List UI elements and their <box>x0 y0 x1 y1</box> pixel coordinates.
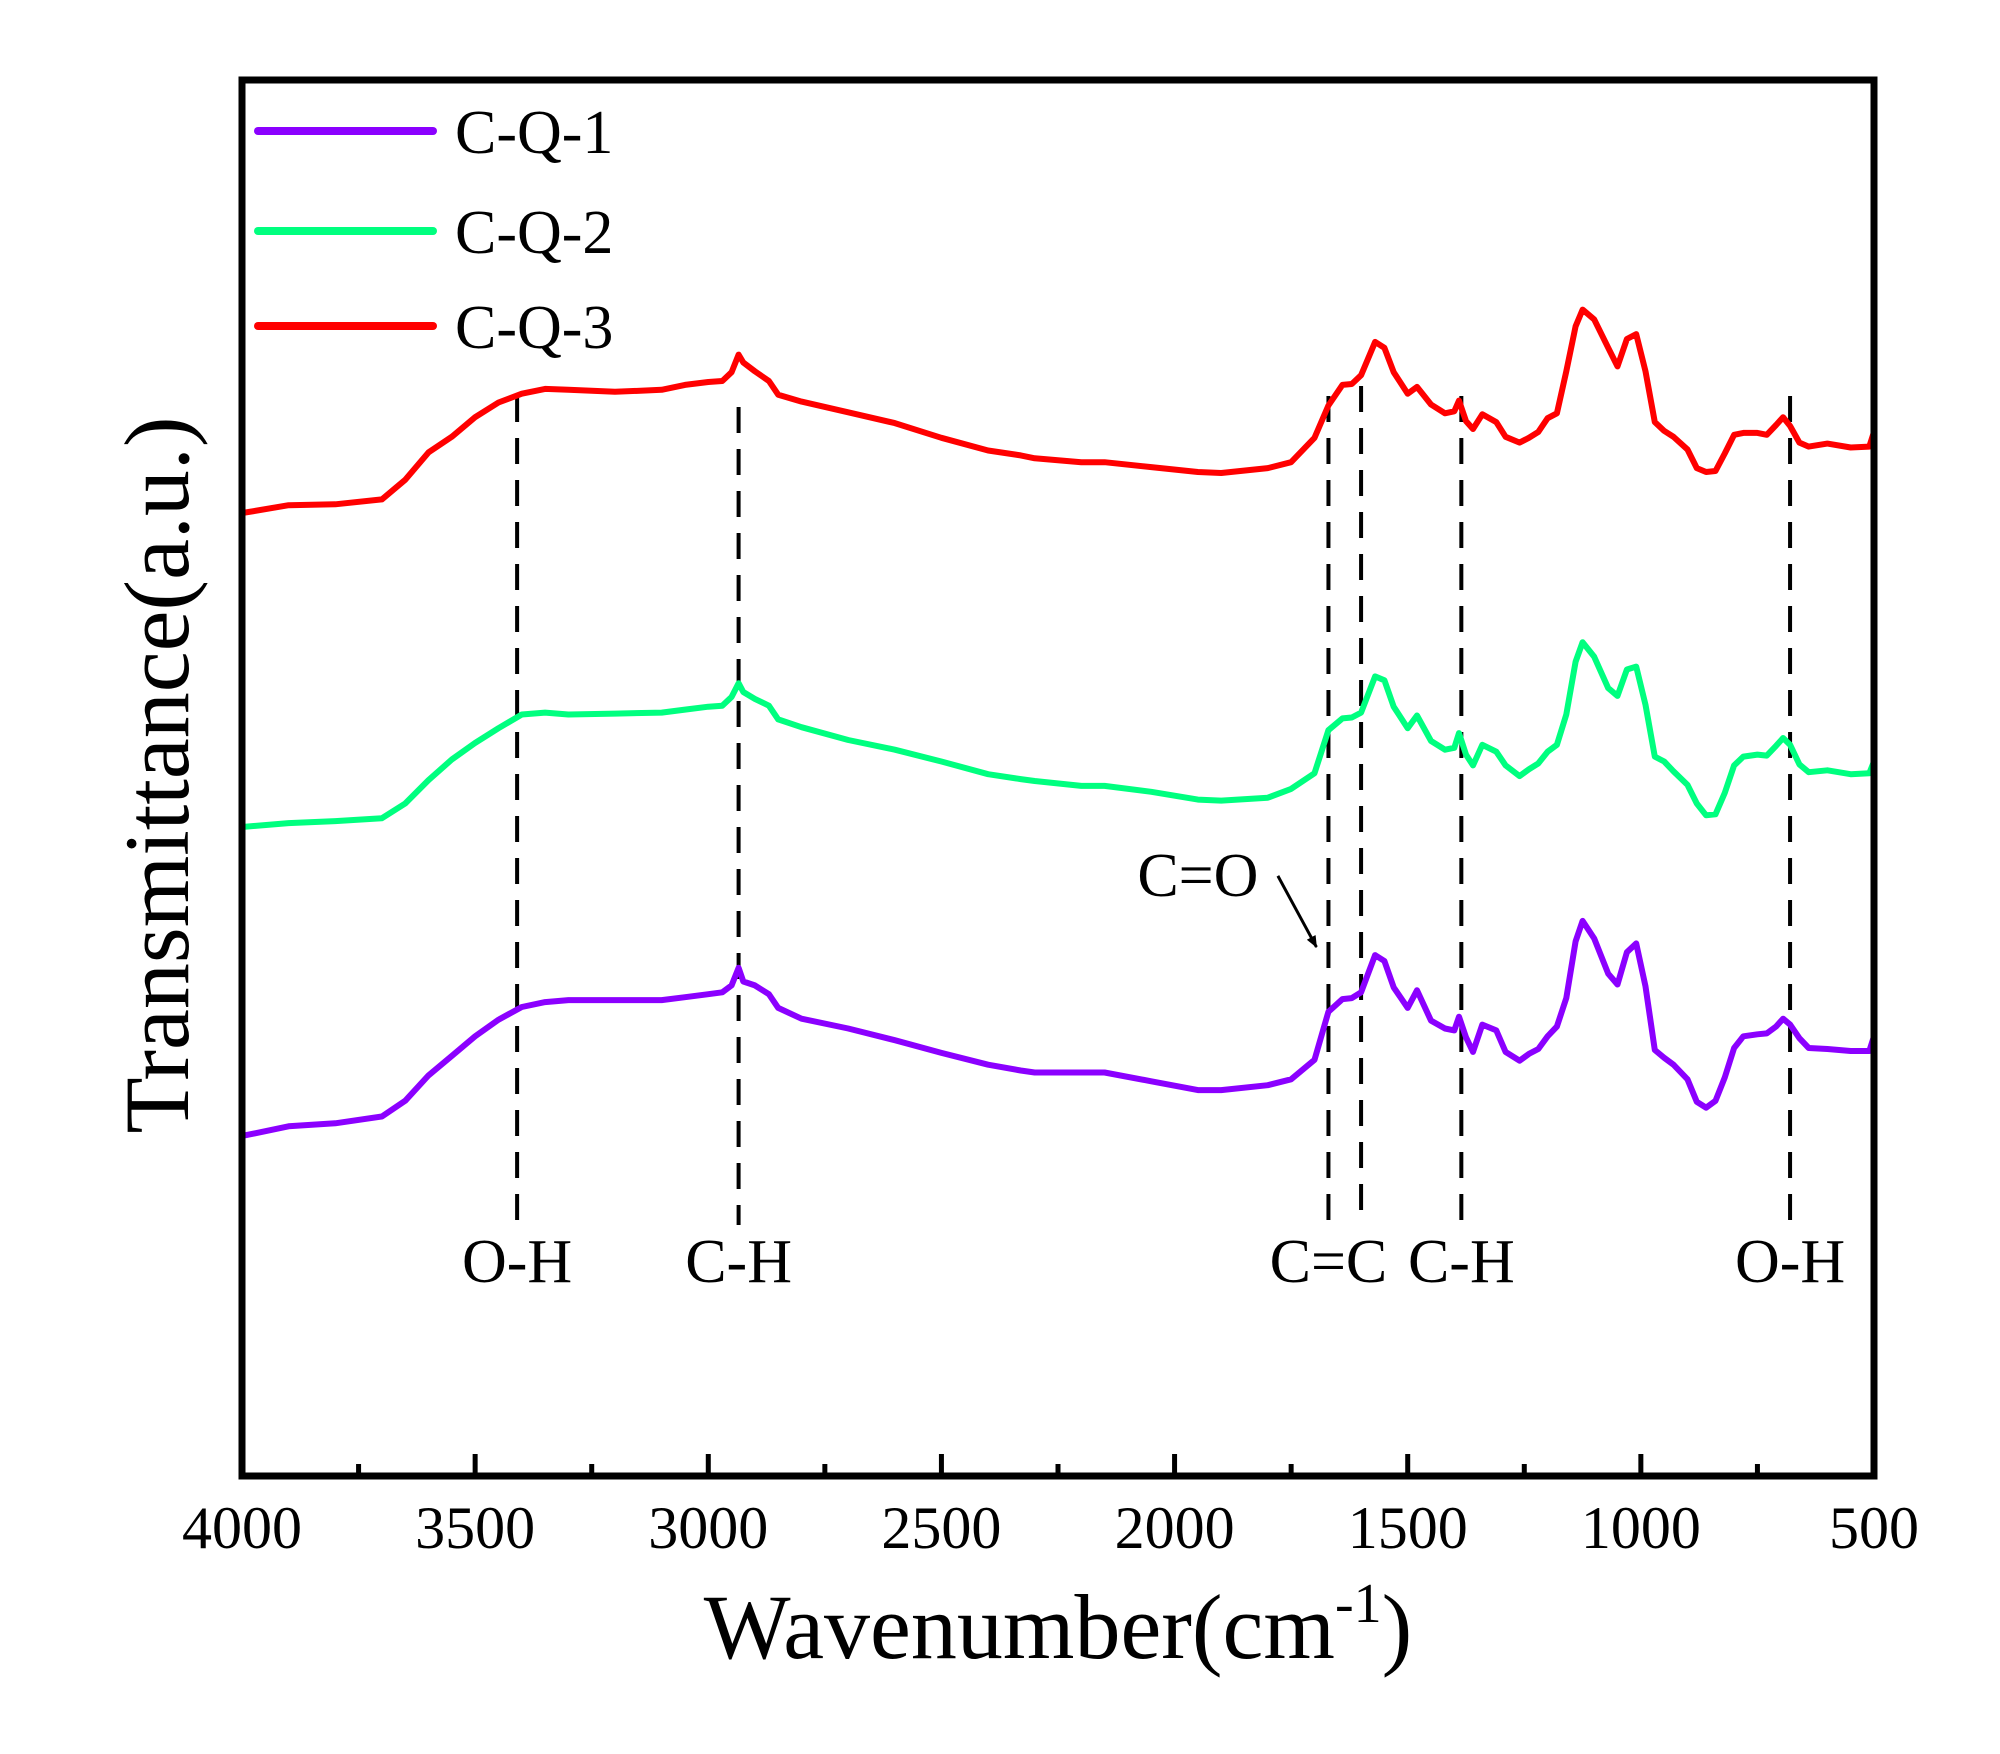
series-line-c-q-2 <box>242 639 1874 830</box>
reference-lines <box>515 386 1793 1225</box>
plot-area-background <box>242 80 1874 1476</box>
legend-label-c-q-1: C-Q-1 <box>455 99 613 167</box>
annotation-label: C=O <box>1137 842 1258 910</box>
x-tick-label-500: 500 <box>1829 1495 1919 1561</box>
legend: C-Q-1 C-Q-2 C-Q-3 <box>254 99 613 362</box>
series-line-c-q-3 <box>242 306 1874 517</box>
x-tick-label-2500: 2500 <box>881 1495 1001 1561</box>
y-axis-title: Transmittance(a.u.) <box>106 416 208 1133</box>
series-line-c-q-1 <box>242 917 1874 1139</box>
x-axis-title-superscript: -1 <box>1335 1573 1382 1635</box>
x-tick-label-4000: 4000 <box>182 1495 302 1561</box>
x-tick-label-3000: 3000 <box>648 1495 768 1561</box>
x-tick-label-3500: 3500 <box>415 1495 535 1561</box>
x-axis-ticks <box>239 1454 1877 1476</box>
reference-label-c-h-2935: C-H <box>685 1228 792 1296</box>
x-tick-label-2000: 2000 <box>1115 1495 1235 1561</box>
legend-label-c-q-3: C-Q-3 <box>455 294 613 362</box>
reference-label-c-c-1670: C=C <box>1270 1228 1388 1296</box>
annotation-c-o: C=O <box>1137 842 1318 948</box>
x-axis-tick-labels: 4000 3500 3000 2500 2000 1500 1000 500 <box>182 1495 1919 1561</box>
x-tick-label-1000: 1000 <box>1581 1495 1701 1561</box>
annotation-arrow <box>1276 875 1318 948</box>
reference-labels: O-H C-H C=C C-H O-H <box>462 1228 1845 1296</box>
x-axis-title: Wavenumber(cm-1) <box>704 1573 1413 1678</box>
legend-label-c-q-2: C-Q-2 <box>455 199 613 267</box>
reference-label-c-h-1385: C-H <box>1408 1228 1515 1296</box>
series-lines <box>242 306 1874 1139</box>
reference-label-o-h-3410: O-H <box>462 1228 572 1296</box>
x-tick-label-1500: 1500 <box>1348 1495 1468 1561</box>
x-axis-title-suffix: ) <box>1382 1576 1413 1678</box>
x-axis-title-main: Wavenumber(cm <box>704 1576 1335 1678</box>
reference-label-o-h-680: O-H <box>1735 1228 1845 1296</box>
